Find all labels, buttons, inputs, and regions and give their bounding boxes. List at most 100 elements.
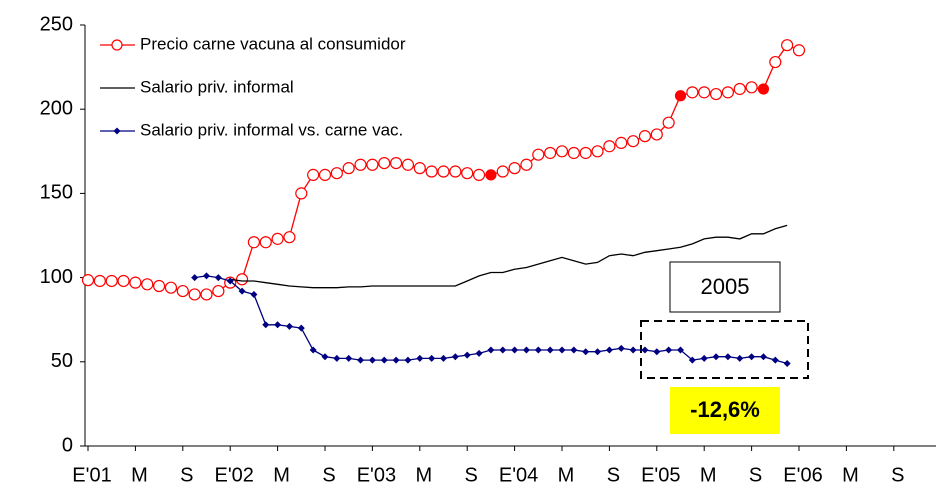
marker [297, 324, 305, 332]
marker [511, 346, 519, 354]
marker [105, 274, 118, 288]
marker [558, 346, 566, 354]
marker [759, 353, 767, 361]
marker [629, 346, 637, 354]
marker [567, 146, 580, 160]
x-tick-label: S [891, 464, 904, 486]
marker [404, 356, 412, 364]
legend-swatch [113, 127, 121, 135]
marker [508, 162, 521, 175]
marker [712, 353, 720, 361]
marker [461, 167, 474, 180]
y-tick-label: 0 [62, 434, 73, 456]
marker [333, 354, 341, 362]
marker [262, 321, 270, 329]
x-tick-label: E'04 [499, 464, 538, 486]
marker [677, 346, 684, 354]
marker [686, 86, 699, 99]
marker [226, 277, 234, 285]
x-tick-label: S [465, 464, 478, 486]
marker [212, 284, 225, 298]
marker [771, 356, 779, 364]
marker [544, 146, 557, 160]
annotation: -12,6% [690, 397, 760, 422]
marker [342, 162, 355, 175]
marker [321, 353, 329, 361]
marker [141, 278, 154, 291]
marker [307, 168, 320, 181]
marker [295, 187, 308, 200]
marker [413, 162, 426, 175]
marker [570, 346, 578, 354]
y-tick-label: 200 [40, 97, 73, 119]
x-tick-label: M [842, 464, 859, 486]
marker [605, 346, 613, 354]
x-tick-label: S [322, 464, 335, 486]
annotation: 2005 [701, 274, 750, 299]
marker [709, 87, 723, 101]
highlight-marker [757, 83, 770, 95]
marker [330, 167, 343, 180]
annotation-box [670, 387, 780, 434]
marker [354, 158, 367, 171]
marker [615, 136, 628, 149]
marker [520, 158, 533, 171]
marker [463, 351, 471, 359]
marker [555, 145, 569, 158]
marker [487, 346, 495, 354]
marker [603, 140, 616, 153]
annotation-box [669, 261, 781, 313]
marker [176, 284, 189, 298]
marker [440, 354, 447, 362]
legend-label: Salario priv. informal [140, 77, 294, 96]
marker [309, 346, 317, 354]
marker [390, 156, 403, 170]
marker [164, 281, 178, 294]
marker [153, 279, 166, 293]
marker [698, 86, 711, 99]
marker [247, 236, 260, 249]
x-tick-label: M [415, 464, 432, 486]
highlight-marker [485, 169, 497, 181]
y-tick-label: 250 [40, 13, 73, 35]
marker [357, 356, 365, 364]
marker [117, 274, 130, 288]
marker [472, 168, 486, 181]
marker [214, 274, 222, 282]
marker [274, 321, 282, 329]
marker [653, 348, 661, 356]
marker [748, 353, 756, 361]
x-tick-label: E'02 [214, 464, 253, 486]
marker [378, 156, 391, 170]
marker [129, 276, 142, 289]
marker [318, 168, 332, 181]
legend-swatch [111, 39, 123, 51]
marker [235, 273, 249, 286]
marker [733, 82, 746, 96]
marker [499, 346, 507, 354]
marker [745, 81, 758, 94]
marker [200, 288, 213, 301]
x-tick-label: M [273, 464, 290, 486]
marker [594, 348, 602, 356]
marker [579, 146, 592, 160]
marker [188, 288, 201, 301]
marker [783, 359, 791, 367]
legend-label: Salario priv. informal vs. carne vac. [140, 120, 403, 139]
marker [380, 356, 388, 364]
marker [401, 158, 415, 171]
x-tick-label: M [131, 464, 148, 486]
marker [721, 86, 735, 99]
marker [191, 274, 199, 282]
x-tick-label: M [558, 464, 575, 486]
marker [688, 356, 696, 364]
legend-label: Precio carne vacuna al consumidor [140, 34, 406, 53]
marker [259, 236, 272, 249]
marker [475, 349, 483, 357]
marker [496, 165, 509, 178]
marker [203, 272, 210, 280]
marker [641, 346, 649, 354]
marker [736, 354, 744, 362]
marker [546, 346, 554, 354]
